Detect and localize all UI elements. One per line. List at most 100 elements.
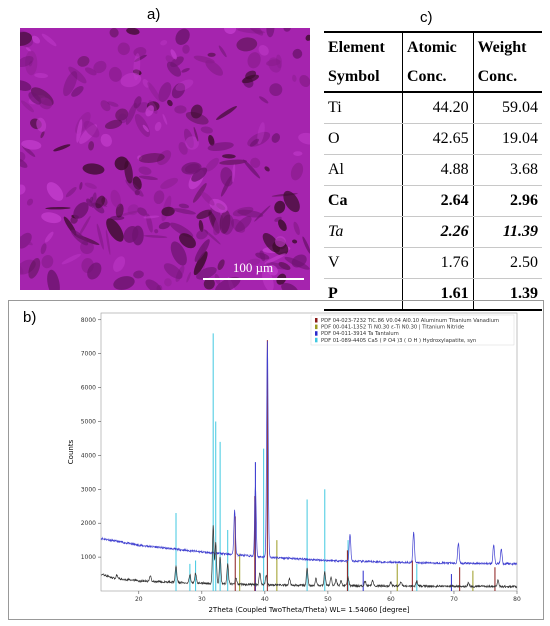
legend-entry: PDF 00-041-1352 Ti N0.30 ε-Ti N0.30 | Ti… bbox=[321, 325, 464, 331]
y-axis-title: Counts bbox=[67, 439, 75, 464]
legend-swatch bbox=[315, 324, 318, 330]
texture-blob bbox=[193, 126, 199, 142]
texture-blob bbox=[106, 218, 124, 242]
legend-box bbox=[310, 314, 515, 346]
texture-blob bbox=[79, 124, 98, 144]
texture-blob bbox=[134, 54, 147, 62]
texture-blob bbox=[193, 251, 208, 276]
texture-blob bbox=[91, 192, 97, 209]
texture-blob bbox=[165, 55, 174, 64]
texture-blob bbox=[65, 186, 77, 198]
texture-blob bbox=[198, 220, 204, 232]
legend-entry: PDF 04-011-3914 Ta Tantalum bbox=[321, 331, 399, 337]
texture-blob bbox=[292, 74, 297, 82]
texture-blob bbox=[78, 215, 91, 237]
header-symbol: Symbol bbox=[324, 62, 403, 93]
texture-blob bbox=[215, 276, 241, 290]
texture-blob bbox=[145, 105, 154, 117]
texture-blob bbox=[145, 279, 162, 290]
legend-swatch bbox=[315, 318, 318, 323]
texture-blob bbox=[208, 134, 215, 146]
texture-blob bbox=[76, 119, 83, 143]
cell-weight: 3.68 bbox=[473, 154, 542, 186]
texture-blob bbox=[194, 239, 210, 262]
texture-blob bbox=[236, 37, 258, 52]
table-header-row: Symbol Conc. Conc. bbox=[324, 62, 542, 93]
texture-blob bbox=[25, 50, 38, 76]
texture-blob bbox=[138, 175, 158, 181]
texture-blob bbox=[83, 120, 100, 138]
texture-blob bbox=[235, 216, 252, 232]
xrd-chart: 20 30 40 50 60 70 80 1000 2000 3000 4000 5000 6000 70… bbox=[67, 312, 521, 614]
texture-blob bbox=[257, 122, 265, 145]
texture-blob bbox=[61, 253, 81, 265]
texture-blob bbox=[207, 52, 216, 57]
texture-blob bbox=[269, 83, 283, 97]
texture-blob bbox=[302, 236, 310, 254]
texture-blob bbox=[182, 44, 190, 54]
texture-blob bbox=[110, 215, 125, 221]
texture-blob bbox=[44, 231, 54, 243]
texture-blob bbox=[293, 151, 303, 157]
texture-blob bbox=[20, 184, 26, 195]
texture-blob bbox=[171, 83, 186, 99]
texture-blob bbox=[193, 55, 215, 64]
texture-blob bbox=[183, 128, 194, 149]
texture-blob bbox=[172, 208, 196, 215]
texture-blob bbox=[95, 195, 106, 209]
texture-blob bbox=[175, 79, 194, 91]
texture-blob bbox=[142, 79, 150, 88]
texture-blob bbox=[118, 113, 128, 124]
texture-blob bbox=[21, 145, 36, 157]
texture-blob bbox=[175, 265, 185, 282]
texture-blob bbox=[77, 56, 90, 67]
texture-blob bbox=[101, 197, 108, 206]
texture-blob bbox=[163, 263, 183, 279]
texture-blob bbox=[205, 157, 219, 172]
texture-blob bbox=[133, 96, 142, 109]
series-line bbox=[100, 525, 518, 589]
texture-blob bbox=[181, 67, 190, 73]
texture-blob bbox=[254, 205, 271, 222]
texture-blob bbox=[186, 271, 192, 283]
texture-blob bbox=[137, 155, 143, 161]
texture-blob bbox=[133, 53, 141, 81]
x-tick-label: 40 bbox=[261, 596, 269, 603]
texture-blob bbox=[36, 117, 47, 132]
texture-blob bbox=[292, 239, 298, 244]
eds-composition-table: Element Atomic Weight Symbol Conc. Conc.… bbox=[324, 31, 542, 311]
plot-area bbox=[100, 312, 518, 592]
texture-blob bbox=[158, 82, 172, 103]
header-atomic-conc: Conc. bbox=[402, 62, 474, 93]
legend-entry: PDF 01-089-4405 Ca5 ( P O4 )3 ( O H ) Hy… bbox=[321, 338, 476, 344]
texture-blob bbox=[203, 278, 215, 290]
texture-blob bbox=[123, 226, 139, 243]
texture-blob bbox=[258, 44, 269, 56]
texture-blob bbox=[93, 60, 107, 74]
texture-blob bbox=[275, 236, 286, 248]
micrograph-image: 100 µm bbox=[20, 28, 310, 290]
texture-blob bbox=[237, 28, 265, 34]
texture-blob bbox=[157, 150, 172, 166]
cell-element: Al bbox=[324, 154, 403, 186]
panel-label-b: b) bbox=[23, 309, 37, 326]
texture-blob bbox=[34, 72, 48, 79]
texture-blob bbox=[73, 202, 89, 219]
scale-bar-label: 100 µm bbox=[233, 260, 273, 275]
cell-element: Ti bbox=[324, 92, 403, 124]
texture-blob bbox=[20, 157, 28, 168]
texture-blob bbox=[298, 132, 310, 145]
texture-blob bbox=[142, 124, 149, 133]
texture-blob bbox=[293, 221, 300, 236]
texture-blob bbox=[84, 182, 97, 189]
texture-blob bbox=[20, 234, 33, 246]
texture-blob bbox=[20, 30, 34, 47]
cell-weight: 59.04 bbox=[473, 92, 542, 124]
cell-atomic: 1.76 bbox=[402, 247, 474, 279]
header-weight: Weight bbox=[473, 31, 542, 62]
texture-blob bbox=[246, 258, 261, 266]
texture-blob bbox=[20, 259, 36, 275]
table-row: Al 4.88 3.68 bbox=[324, 154, 542, 186]
texture-blob bbox=[41, 33, 57, 47]
y-tick-label: 7000 bbox=[81, 351, 96, 358]
